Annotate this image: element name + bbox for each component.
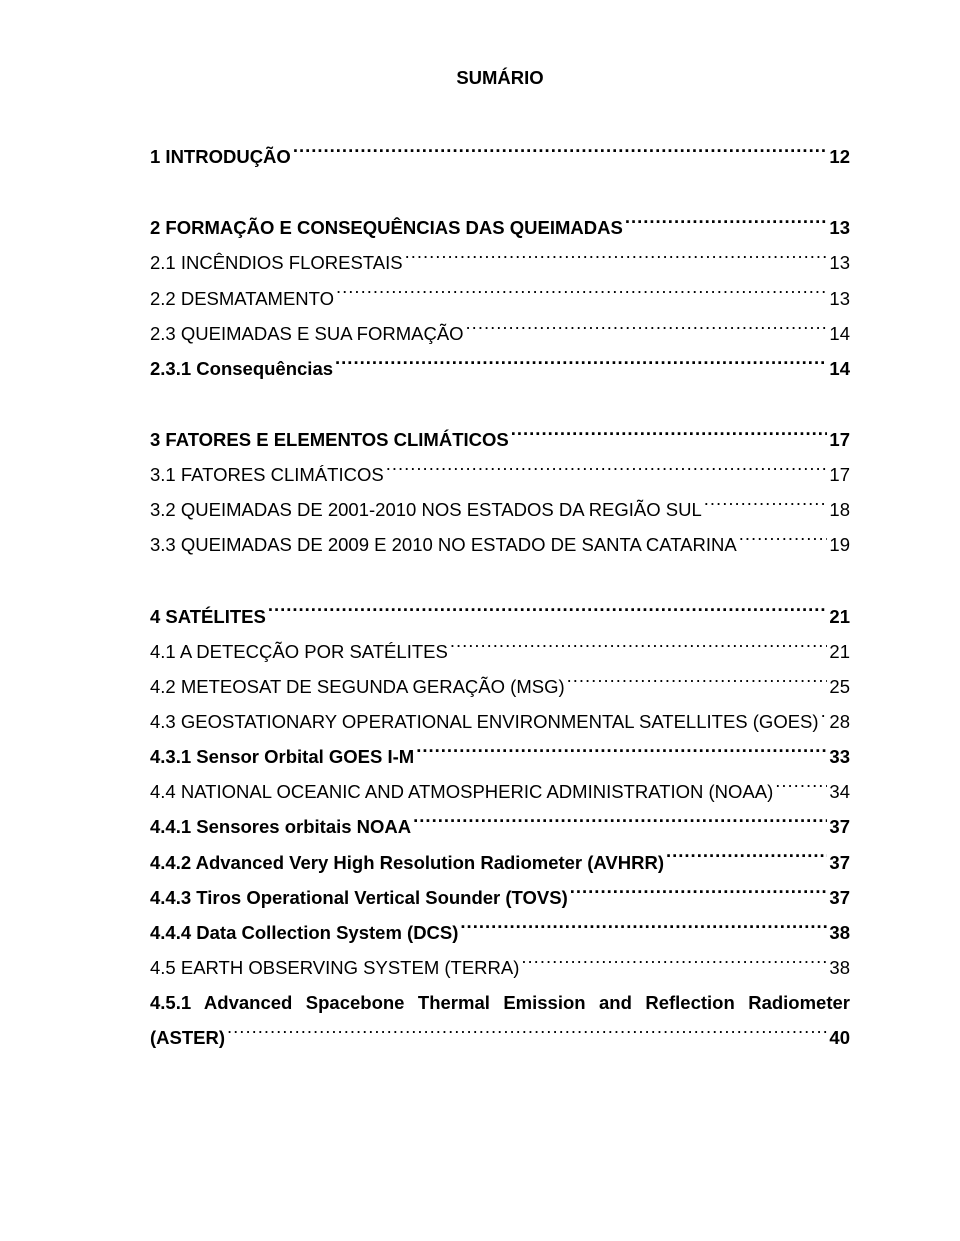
toc-entry: 2.3.1 Consequências 14 xyxy=(150,351,850,386)
toc-leader-dots xyxy=(466,318,828,340)
toc-entry-label: 4.4 NATIONAL OCEANIC AND ATMOSPHERIC ADM… xyxy=(150,774,773,809)
toc-entry-page: 17 xyxy=(829,457,850,492)
toc-entry-page: 28 xyxy=(829,704,850,739)
toc-entry: 4.3.1 Sensor Orbital GOES I-M 33 xyxy=(150,739,850,774)
toc-entry-page: 13 xyxy=(829,281,850,316)
toc-entry: 4.1 A DETECÇÃO POR SATÉLITES 21 xyxy=(150,634,850,669)
toc-entry-page: 13 xyxy=(829,210,850,245)
toc-entry-page: 34 xyxy=(829,774,850,809)
toc-entry-label: 4.5 EARTH OBSERVING SYSTEM (TERRA) xyxy=(150,950,519,985)
toc-entry: 4.2 METEOSAT DE SEGUNDA GERAÇÃO (MSG) 25 xyxy=(150,669,850,704)
toc-entry-page: 13 xyxy=(829,245,850,280)
toc-leader-dots xyxy=(666,846,827,868)
toc-leader-dots xyxy=(775,776,827,798)
toc-entry-page: 17 xyxy=(829,422,850,457)
toc-entry-page: 19 xyxy=(829,527,850,562)
toc-entry-page: 12 xyxy=(829,139,850,174)
toc-leader-dots xyxy=(739,529,828,551)
toc-leader-dots xyxy=(268,600,828,622)
toc-leader-dots xyxy=(567,671,828,693)
section-gap xyxy=(150,174,850,210)
toc-entry-page: 40 xyxy=(829,1020,850,1055)
toc-entry: 2.3 QUEIMADAS E SUA FORMAÇÃO 14 xyxy=(150,316,850,351)
toc-leader-dots xyxy=(405,247,828,269)
toc-entry-label: 4.4.2 Advanced Very High Resolution Radi… xyxy=(150,845,664,880)
toc-entry-label: 4.4.1 Sensores orbitais NOAA xyxy=(150,809,411,844)
toc-entry: 1 INTRODUÇÃO 12 xyxy=(150,139,850,174)
toc-leader-dots xyxy=(416,741,827,763)
page-title: SUMÁRIO xyxy=(150,60,850,95)
toc-leader-dots xyxy=(460,917,827,939)
toc-entry: 3 FATORES E ELEMENTOS CLIMÁTICOS 17 xyxy=(150,422,850,457)
toc-entry-label: 1 INTRODUÇÃO xyxy=(150,139,291,174)
toc-entry-label-line1: 4.5.1 Advanced Spacebone Thermal Emissio… xyxy=(150,985,850,1020)
toc-entry: 2.2 DESMATAMENTO 13 xyxy=(150,281,850,316)
toc-entry: 3.3 QUEIMADAS DE 2009 E 2010 NO ESTADO D… xyxy=(150,527,850,562)
toc-entry-page: 37 xyxy=(829,809,850,844)
toc-entry-label: 2.2 DESMATAMENTO xyxy=(150,281,334,316)
toc-entry-page: 37 xyxy=(829,845,850,880)
toc-entry: 4.4.2 Advanced Very High Resolution Radi… xyxy=(150,845,850,880)
toc-entry-page: 38 xyxy=(829,950,850,985)
toc-entry-label: 4.3 GEOSTATIONARY OPERATIONAL ENVIRONMEN… xyxy=(150,704,819,739)
toc-leader-dots xyxy=(570,881,828,903)
toc-leader-dots xyxy=(511,424,828,446)
toc-entry-label-line2: (ASTER) xyxy=(150,1020,225,1055)
toc-entry: 4.4 NATIONAL OCEANIC AND ATMOSPHERIC ADM… xyxy=(150,774,850,809)
toc-entry-multiline: 4.5.1 Advanced Spacebone Thermal Emissio… xyxy=(150,985,850,1055)
toc-entry: 2 FORMAÇÃO E CONSEQUÊNCIAS DAS QUEIMADAS… xyxy=(150,210,850,245)
toc-entry-label: 4.4.3 Tiros Operational Vertical Sounder… xyxy=(150,880,568,915)
toc-entry: 2.1 INCÊNDIOS FLORESTAIS 13 xyxy=(150,245,850,280)
toc-entry-page: 25 xyxy=(829,669,850,704)
toc-entry: 4 SATÉLITES 21 xyxy=(150,599,850,634)
toc-leader-dots xyxy=(335,353,827,375)
toc-entry-label: 4.1 A DETECÇÃO POR SATÉLITES xyxy=(150,634,448,669)
toc-entry-label: 2.1 INCÊNDIOS FLORESTAIS xyxy=(150,245,403,280)
toc-leader-dots xyxy=(336,282,827,304)
toc-leader-dots xyxy=(821,706,828,728)
toc-entry-label: 4 SATÉLITES xyxy=(150,599,266,634)
toc-entry: 3.2 QUEIMADAS DE 2001-2010 NOS ESTADOS D… xyxy=(150,492,850,527)
toc-entry-label: 3.3 QUEIMADAS DE 2009 E 2010 NO ESTADO D… xyxy=(150,527,737,562)
toc-entry: 4.4.1 Sensores orbitais NOAA 37 xyxy=(150,809,850,844)
toc-entry-page: 21 xyxy=(829,599,850,634)
toc-leader-dots xyxy=(625,212,828,234)
toc-entry: 4.5 EARTH OBSERVING SYSTEM (TERRA) 38 xyxy=(150,950,850,985)
toc-leader-dots xyxy=(293,141,828,163)
toc-entry-page: 37 xyxy=(829,880,850,915)
toc-entry-label: 3.1 FATORES CLIMÁTICOS xyxy=(150,457,384,492)
toc-entry-page: 38 xyxy=(829,915,850,950)
toc-entry-label: 4.2 METEOSAT DE SEGUNDA GERAÇÃO (MSG) xyxy=(150,669,565,704)
table-of-contents: 1 INTRODUÇÃO 12 2 FORMAÇÃO E CONSEQUÊNCIAS… xyxy=(150,139,850,985)
toc-entry-page: 14 xyxy=(829,316,850,351)
toc-entry-label: 3.2 QUEIMADAS DE 2001-2010 NOS ESTADOS D… xyxy=(150,492,702,527)
toc-leader-dots xyxy=(227,1022,827,1044)
toc-entry-label: 2.3.1 Consequências xyxy=(150,351,333,386)
toc-leader-dots xyxy=(413,811,827,833)
toc-entry: 4.4.4 Data Collection System (DCS) 38 xyxy=(150,915,850,950)
toc-entry-label: 2 FORMAÇÃO E CONSEQUÊNCIAS DAS QUEIMADAS xyxy=(150,210,623,245)
toc-entry: 4.4.3 Tiros Operational Vertical Sounder… xyxy=(150,880,850,915)
toc-entry-page: 18 xyxy=(829,492,850,527)
toc-leader-dots xyxy=(386,459,828,481)
toc-leader-dots xyxy=(704,494,828,516)
toc-entry-label: 4.4.4 Data Collection System (DCS) xyxy=(150,915,458,950)
section-gap xyxy=(150,386,850,422)
toc-entry-label: 4.3.1 Sensor Orbital GOES I-M xyxy=(150,739,414,774)
toc-entry: 4.3 GEOSTATIONARY OPERATIONAL ENVIRONMEN… xyxy=(150,704,850,739)
toc-entry-page: 21 xyxy=(829,634,850,669)
toc-leader-dots xyxy=(521,952,827,974)
toc-leader-dots xyxy=(450,636,828,658)
toc-entry-label: 2.3 QUEIMADAS E SUA FORMAÇÃO xyxy=(150,316,464,351)
toc-entry-label: 3 FATORES E ELEMENTOS CLIMÁTICOS xyxy=(150,422,509,457)
toc-entry-page: 33 xyxy=(829,739,850,774)
toc-entry-page: 14 xyxy=(829,351,850,386)
toc-entry: 3.1 FATORES CLIMÁTICOS 17 xyxy=(150,457,850,492)
section-gap xyxy=(150,563,850,599)
